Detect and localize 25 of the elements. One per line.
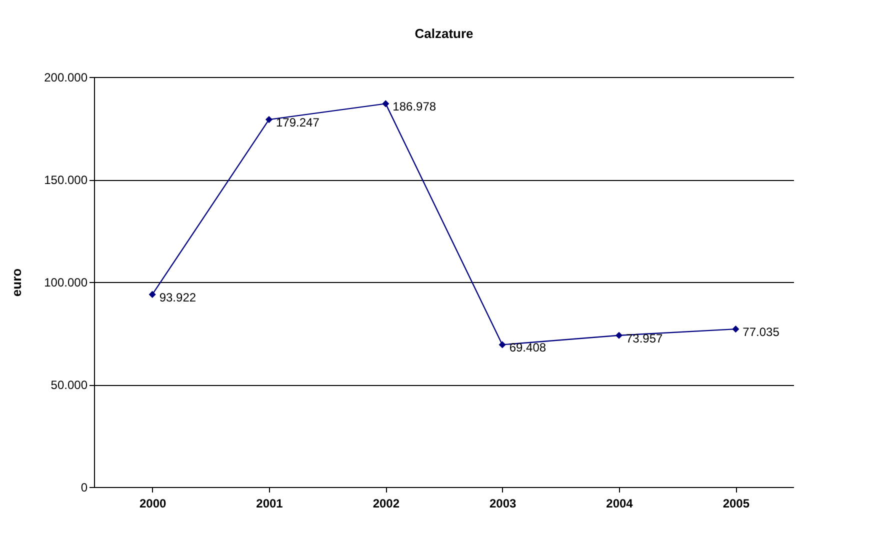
- point: [265, 116, 273, 124]
- y-tick-label: 150.000: [44, 173, 88, 187]
- text: 77.035: [742, 325, 780, 340]
- x-tick-label: 2002: [372, 496, 400, 510]
- y-tick-label: 50.000: [50, 378, 88, 392]
- point: [615, 332, 623, 339]
- y-tick-label: 100.000: [44, 276, 88, 290]
- x-tick-label: 2003: [489, 496, 517, 510]
- point: [382, 100, 390, 108]
- x-tick-label: 2005: [722, 496, 750, 510]
- text: 93.922: [159, 290, 196, 304]
- x-tick-label: 2001: [256, 496, 284, 510]
- x-tick-label: 2000: [139, 496, 167, 510]
- text: 69.408: [509, 340, 546, 355]
- chart-title: Calzature: [414, 26, 474, 41]
- text: 186.978: [392, 100, 436, 114]
- y-axis-title: euro: [9, 268, 24, 297]
- point: [732, 326, 740, 333]
- text: 73.957: [626, 331, 663, 346]
- text: 179.247: [276, 116, 320, 130]
- y-tick-label: 200.000: [44, 70, 88, 84]
- x-tick-label: 2004: [606, 496, 634, 510]
- point: [148, 290, 156, 298]
- y-tick-label: 0: [80, 480, 88, 494]
- point: [498, 341, 506, 348]
